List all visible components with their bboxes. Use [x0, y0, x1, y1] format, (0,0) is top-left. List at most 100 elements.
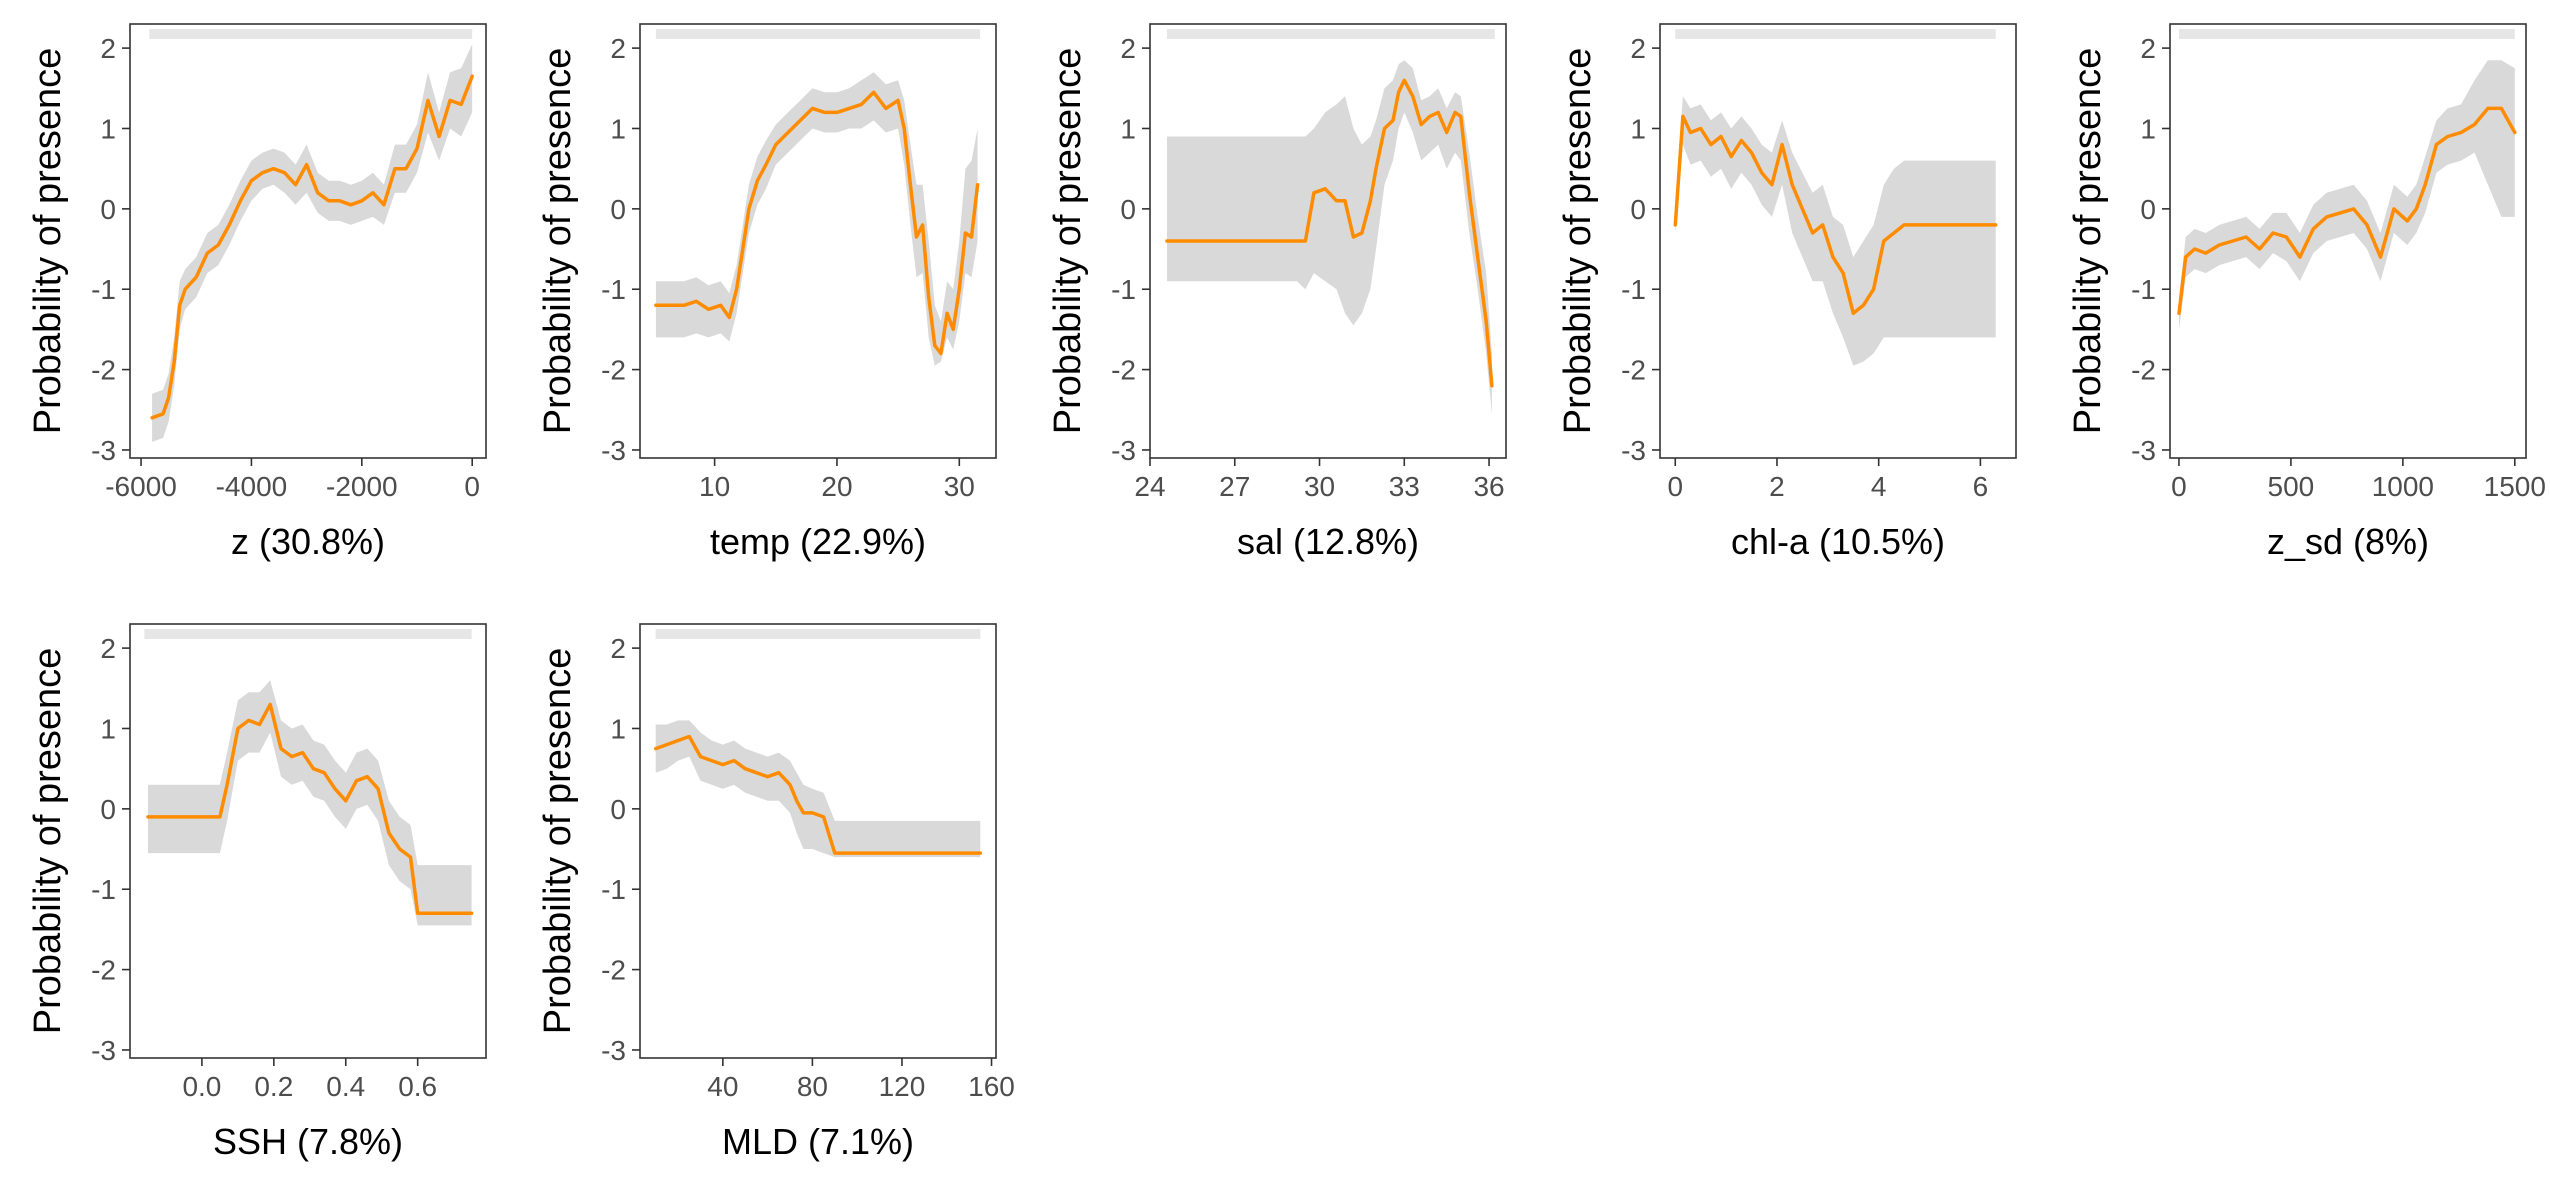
- y-tick-label: 1: [100, 713, 116, 744]
- y-tick-label: 0: [610, 194, 626, 225]
- y-tick-label: -3: [601, 1035, 626, 1066]
- confidence-band: [148, 680, 472, 926]
- chart-panel-5: -3 -2 -1 0 1 2 0 500 1000 1500 z_sd (8%) Probabilit…: [2067, 23, 2546, 562]
- y-tick-label: -1: [1621, 274, 1646, 305]
- y-axis-title: Probability of presence: [537, 648, 579, 1035]
- y-tick-label: -1: [1111, 274, 1136, 305]
- panel-border: [639, 23, 997, 459]
- response-line: [146, 702, 474, 916]
- y-tick-label: 2: [1120, 33, 1136, 64]
- y-tick-label: 1: [1630, 113, 1646, 144]
- x-tick-label: 0: [2171, 471, 2187, 502]
- y-tick-label: 2: [2140, 33, 2156, 64]
- confidence-band: [2179, 60, 2515, 330]
- x-tick-label: 33: [1389, 471, 1420, 502]
- rug-band: [655, 29, 981, 39]
- panel-border: [129, 23, 487, 459]
- x-axis-title: temp (22.9%): [710, 521, 926, 562]
- y-tick-label: 2: [1630, 33, 1646, 64]
- y-axis-title: Probability of presence: [27, 48, 69, 435]
- y-tick-label: -1: [91, 274, 116, 305]
- y-tick-label: -3: [91, 1035, 116, 1066]
- confidence-band: [655, 72, 978, 366]
- response-line: [653, 734, 983, 855]
- x-tick-label: 0: [1667, 471, 1683, 502]
- x-tick-label: -2000: [326, 471, 398, 502]
- panel-border: [639, 623, 997, 1059]
- y-tick-label: 1: [610, 713, 626, 744]
- x-tick-label: 6: [1973, 471, 1989, 502]
- y-tick-label: 2: [610, 33, 626, 64]
- x-tick-label: 500: [2268, 471, 2315, 502]
- x-tick-label: -4000: [216, 471, 288, 502]
- y-tick-label: 1: [2140, 113, 2156, 144]
- y-tick-label: -3: [601, 435, 626, 466]
- x-tick-label: 27: [1219, 471, 1250, 502]
- y-tick-label: -2: [2131, 355, 2156, 386]
- response-line: [1165, 78, 1494, 388]
- response-line: [1673, 114, 1998, 316]
- y-tick-label: -3: [1111, 435, 1136, 466]
- response-line: [2177, 106, 2517, 316]
- y-tick-label: 0: [1630, 194, 1646, 225]
- confidence-band: [1167, 60, 1492, 414]
- y-axis-title: Probability of presence: [537, 48, 579, 435]
- y-tick-label: -1: [601, 274, 626, 305]
- chart-panel-4: -3 -2 -1 0 1 2 0 2 4 6 chl-a (10.5%) Probability of…: [1557, 23, 2017, 562]
- x-axis-title: sal (12.8%): [1237, 521, 1419, 562]
- y-axis-title: Probability of presence: [27, 648, 69, 1035]
- x-tick-label: 1000: [2372, 471, 2434, 502]
- chart-panel-3: -3 -2 -1 0 1 2 24 27 30 33 36 sal (12.8%) Probabilit…: [1047, 23, 1507, 562]
- y-tick-label: 0: [610, 794, 626, 825]
- x-tick-label: 0.4: [326, 1071, 365, 1102]
- x-tick-label: 20: [821, 471, 852, 502]
- x-axis-title: MLD (7.1%): [722, 1121, 914, 1162]
- chart-panel-2: -3 -2 -1 0 1 2 10 20 30 temp (22.9%) Probability o…: [537, 23, 997, 562]
- x-tick-label: 2: [1769, 471, 1785, 502]
- y-tick-label: -3: [91, 435, 116, 466]
- x-tick-label: 1500: [2484, 471, 2546, 502]
- y-tick-label: -3: [1621, 435, 1646, 466]
- x-axis-title: chl-a (10.5%): [1731, 521, 1945, 562]
- x-tick-label: 0.2: [254, 1071, 293, 1102]
- x-tick-label: 40: [707, 1071, 738, 1102]
- x-tick-label: 0: [464, 471, 480, 502]
- response-line: [654, 90, 980, 356]
- y-tick-label: 1: [610, 113, 626, 144]
- rug-band: [149, 29, 473, 39]
- panel-border: [1149, 23, 1507, 459]
- y-tick-label: 0: [100, 794, 116, 825]
- y-tick-label: 1: [1120, 113, 1136, 144]
- y-tick-label: 0: [1120, 194, 1136, 225]
- x-tick-label: 120: [879, 1071, 926, 1102]
- confidence-band: [152, 44, 473, 442]
- rug-band: [144, 629, 472, 639]
- chart-panel-1: -3 -2 -1 0 1 2 -6000 -4000 -2000 0 z (30.8%) Probab…: [27, 23, 487, 562]
- rug-band: [2178, 29, 2515, 39]
- x-tick-label: 4: [1871, 471, 1887, 502]
- y-tick-label: -2: [1111, 355, 1136, 386]
- x-tick-label: 30: [1304, 471, 1335, 502]
- rug-band: [655, 629, 981, 639]
- x-tick-label: -6000: [105, 471, 177, 502]
- y-axis-title: Probability of presence: [1047, 48, 1089, 435]
- y-axis-title: Probability of presence: [1557, 48, 1599, 435]
- confidence-band: [1675, 96, 1996, 366]
- panel-border: [2169, 23, 2527, 459]
- y-tick-label: 1: [100, 113, 116, 144]
- x-axis-title: z_sd (8%): [2267, 521, 2429, 562]
- y-tick-label: -3: [2131, 435, 2156, 466]
- rug-band: [1675, 29, 1996, 39]
- panel-border: [129, 623, 487, 1059]
- x-tick-label: 24: [1134, 471, 1165, 502]
- confidence-band: [655, 720, 981, 858]
- response-line: [150, 74, 474, 420]
- y-tick-label: -2: [1621, 355, 1646, 386]
- rug-band: [1166, 29, 1495, 39]
- x-tick-label: 0.6: [398, 1071, 437, 1102]
- y-tick-label: 2: [610, 633, 626, 664]
- y-tick-label: -2: [91, 355, 116, 386]
- x-tick-label: 10: [699, 471, 730, 502]
- x-axis-title: z (30.8%): [231, 521, 385, 562]
